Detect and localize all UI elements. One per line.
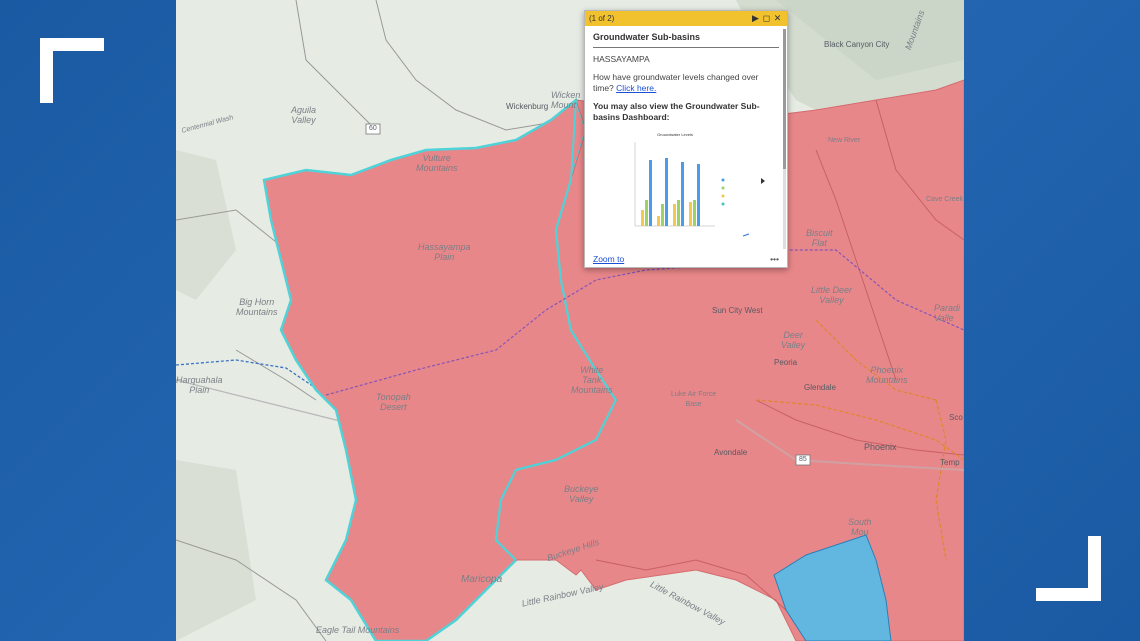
label-south-mountain: South Mou: [848, 517, 872, 537]
groundwater-question: How have groundwater levels changed over…: [593, 72, 779, 94]
label-paradise-valley: Paradi Valle: [934, 303, 961, 323]
label-aguila-valley: Aguila Valley: [291, 105, 317, 125]
label-tonopah-desert: Tonopah Desert: [376, 392, 411, 412]
popup-title: Groundwater Sub-basins: [593, 32, 779, 48]
zoom-to-link[interactable]: Zoom to: [593, 254, 625, 264]
label-phoenix-mountains: Phoenix Mountains: [866, 365, 908, 385]
basin-name: HASSAYAMPA: [593, 54, 650, 64]
label-vulture-mountains: Vulture Mountains: [416, 153, 458, 173]
label-harquahala-plain: Harquahala Plain: [176, 375, 223, 395]
popup-header: (1 of 2) ▶ ◻ ✕: [585, 11, 787, 26]
click-here-link[interactable]: Click here.: [616, 83, 657, 93]
popup-pager: (1 of 2): [589, 14, 615, 23]
label-wickenburg-mountains: Wicken Mount: [551, 90, 581, 110]
feature-popup: (1 of 2) ▶ ◻ ✕ Groundwater Sub-basins HA…: [584, 10, 788, 268]
label-hassayampa-plain: Hassayampa Plain: [418, 242, 471, 262]
corner-bracket-bottom-right-horizontal: [1036, 588, 1101, 601]
corner-bracket-bottom-right-vertical: [1088, 536, 1101, 601]
i85-shield: 85: [799, 456, 807, 463]
map-view[interactable]: 60 85 Aguila Valley Centennial Wash Vult…: [176, 0, 964, 641]
city-phoenix: Phoenix: [864, 442, 897, 452]
city-avondale: Avondale: [714, 448, 748, 457]
city-wickenburg: Wickenburg: [506, 102, 549, 111]
city-black-canyon-city: Black Canyon City: [824, 40, 890, 49]
next-feature-icon[interactable]: ▶: [752, 13, 759, 23]
dashboard-chart-thumbnail[interactable]: Groundwater Levels: [615, 130, 765, 242]
label-luke-afb: Luke Air Force Base: [671, 391, 717, 408]
label-little-deer-valley: Little Deer Valley: [811, 285, 853, 305]
label-cave-creek: Cave Creek: [926, 196, 963, 203]
popup-scrollbar[interactable]: [783, 29, 786, 249]
corner-bracket-top-left-vertical: [40, 38, 53, 103]
thumb-bars: [641, 158, 700, 226]
city-sun-city-west: Sun City West: [712, 306, 763, 315]
maximize-icon[interactable]: ◻: [762, 13, 771, 23]
popup-footer: Zoom to •••: [593, 254, 779, 264]
thumb-title: Groundwater Levels: [657, 132, 693, 137]
other-basin-shape[interactable]: [773, 534, 892, 641]
question-text: How have groundwater levels changed over…: [593, 72, 759, 93]
city-glendale: Glendale: [804, 383, 837, 392]
close-icon[interactable]: ✕: [773, 13, 782, 23]
dashboard-text: You may also view the Groundwater Sub-ba…: [593, 101, 760, 122]
label-biscuit-flat: Biscuit Flat: [806, 228, 833, 248]
popup-body: Groundwater Sub-basins HASSAYAMPA How ha…: [585, 26, 787, 242]
label-deer-valley: Deer Valley: [781, 330, 806, 350]
city-tempe: Temp: [940, 458, 960, 467]
label-new-river: New River: [828, 137, 861, 144]
us60-shield: 60: [369, 125, 377, 132]
label-maricopa: Maricopa: [461, 574, 503, 585]
city-peoria: Peoria: [774, 358, 798, 367]
label-eagle-tail-mountains: Eagle Tail Mountains: [316, 625, 400, 635]
corner-bracket-top-left-horizontal: [40, 38, 104, 51]
city-scottsdale: Sco: [949, 413, 963, 422]
label-big-horn-mountains: Big Horn Mountains: [236, 297, 278, 317]
more-actions-button[interactable]: •••: [770, 254, 779, 264]
label-white-tank-mountains: White Tank Mountains: [571, 365, 613, 395]
label-buckeye-valley: Buckeye Valley: [564, 484, 599, 504]
